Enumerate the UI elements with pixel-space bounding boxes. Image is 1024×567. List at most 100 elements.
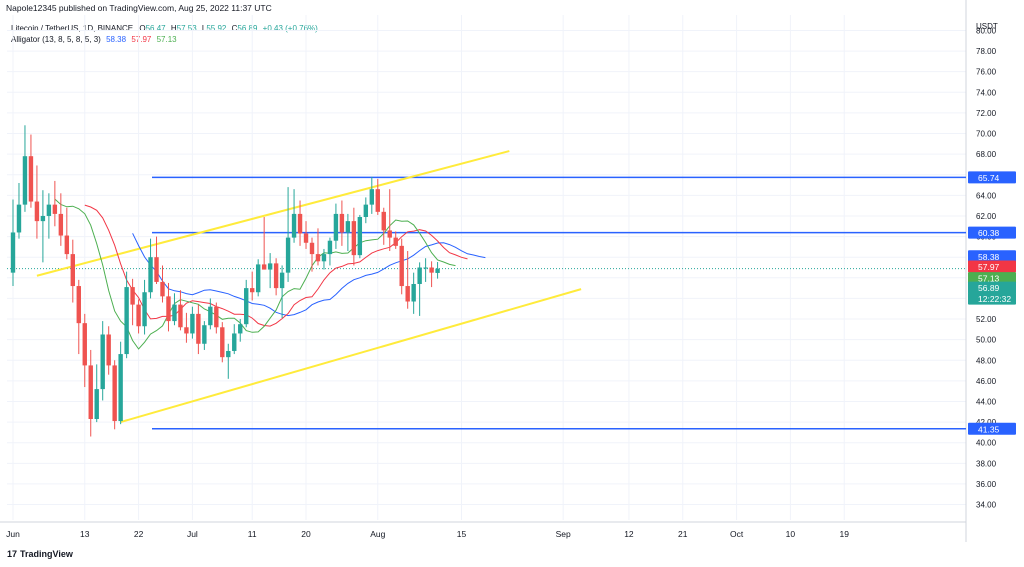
jaw-value: 58.38 — [106, 35, 127, 44]
open-value: 56.47 — [145, 24, 166, 33]
y-tick-label: 50.00 — [976, 336, 997, 345]
level-price-tag-bg — [968, 226, 1016, 239]
lips-price-tag: 57.13 — [978, 274, 1000, 284]
teeth-value: 57.97 — [131, 35, 152, 44]
y-tick-label: 42.00 — [976, 418, 997, 427]
candle-body — [94, 389, 99, 419]
candle-body — [118, 354, 123, 422]
level-price-tag: 41.35 — [978, 424, 1000, 434]
candle-body — [405, 286, 410, 302]
candle-body — [136, 304, 141, 327]
y-tick-label: 64.00 — [976, 191, 997, 200]
high-value: 57.53 — [176, 24, 197, 33]
candle-body — [255, 264, 261, 293]
candle-body — [387, 230, 392, 238]
candle-body — [28, 156, 34, 202]
countdown-tag-bg — [968, 292, 1016, 305]
low-label: L — [201, 24, 207, 33]
candle-body — [166, 296, 171, 322]
candle-body — [178, 304, 183, 328]
x-tick-label: 11 — [248, 529, 257, 539]
x-tick-label: 15 — [457, 529, 467, 539]
candle-body — [172, 304, 177, 322]
candle-body — [244, 288, 249, 325]
y-tick-label: 52.00 — [976, 315, 997, 324]
tradingview-logo-icon: 17 — [7, 549, 18, 559]
jaw-price-tag: 58.38 — [978, 252, 1000, 262]
y-tick-label: 74.00 — [976, 88, 997, 97]
candle-body — [250, 288, 255, 293]
candle-body — [112, 365, 117, 422]
y-tick-label: 40.00 — [976, 439, 997, 448]
lips-value: 57.13 — [156, 35, 177, 44]
change-value: +0.43 (+0.76%) — [262, 24, 318, 33]
candle-body — [76, 286, 81, 324]
candle-body — [279, 272, 285, 289]
alligator-jaw-line — [132, 233, 486, 317]
candle-body — [88, 365, 93, 419]
candle-body — [417, 267, 422, 284]
candle-body — [52, 204, 58, 214]
candle-body — [148, 257, 153, 293]
y-tick-label: 78.00 — [976, 47, 997, 56]
level-price-tag-bg — [968, 171, 1016, 184]
y-tick-label: 34.00 — [976, 501, 997, 510]
jaw-price-tag-bg — [968, 250, 1016, 263]
candle-body — [16, 204, 22, 233]
candle-body — [327, 240, 333, 255]
x-tick-label: 10 — [786, 529, 796, 539]
y-tick-label: 36.00 — [976, 480, 997, 489]
candle-body — [202, 325, 207, 344]
candle-body — [124, 287, 129, 355]
candle-body — [399, 245, 404, 287]
candle-body — [64, 235, 70, 255]
candle-body — [423, 267, 428, 269]
x-tick-label: 22 — [134, 529, 144, 539]
teeth-price-tag: 57.97 — [978, 262, 1000, 272]
candle-body — [363, 204, 369, 217]
candle-body — [297, 213, 303, 234]
close-label: C — [231, 24, 238, 33]
alligator-teeth-line — [84, 204, 468, 327]
lips-price-tag-bg — [968, 272, 1016, 285]
candle-body — [291, 213, 297, 238]
countdown-tag: 12:22:32 — [978, 294, 1011, 304]
candle-body — [214, 306, 219, 328]
candle-body — [267, 263, 273, 270]
level-price-tag-bg — [968, 422, 1016, 435]
alligator-name: Alligator (13, 8, 5, 8, 5, 3) — [11, 35, 101, 44]
x-tick-label: 12 — [624, 529, 634, 539]
x-tick-label: 13 — [80, 529, 90, 539]
candle-body — [46, 204, 52, 216]
candle-body — [220, 327, 225, 358]
y-tick-label: 76.00 — [976, 68, 997, 77]
y-tick-label: 70.00 — [976, 130, 997, 139]
teeth-price-tag-bg — [968, 260, 1016, 273]
x-tick-label: Jun — [6, 529, 20, 539]
candle-body — [58, 213, 64, 236]
candle-body — [154, 257, 159, 282]
alligator-legend: Alligator (13, 8, 5, 8, 5, 3) 58.38 57.9… — [11, 35, 177, 44]
open-label: O — [139, 24, 146, 33]
symbol-legend: Litecoin / TetherUS, 1D, BINANCE O56.47 … — [11, 24, 318, 33]
candle-body — [190, 313, 195, 334]
candle-body — [238, 324, 243, 334]
candle-body — [285, 237, 291, 273]
candle-body — [82, 323, 87, 366]
x-tick-label: 19 — [839, 529, 849, 539]
candle-body — [40, 215, 46, 222]
candle-body — [70, 254, 75, 287]
x-tick-label: Oct — [730, 529, 744, 539]
y-tick-label: 80.00 — [976, 26, 997, 35]
candle-body — [429, 267, 434, 273]
low-value: 55.92 — [206, 24, 227, 33]
candle-body — [226, 350, 231, 358]
channel-trendline — [36, 150, 510, 277]
candle-body — [411, 283, 416, 302]
footer-brand: 17 TradingView — [7, 549, 73, 559]
candle-body — [106, 334, 111, 366]
candle-body — [333, 213, 339, 241]
candle-body — [375, 189, 380, 212]
candle-body — [184, 327, 189, 334]
